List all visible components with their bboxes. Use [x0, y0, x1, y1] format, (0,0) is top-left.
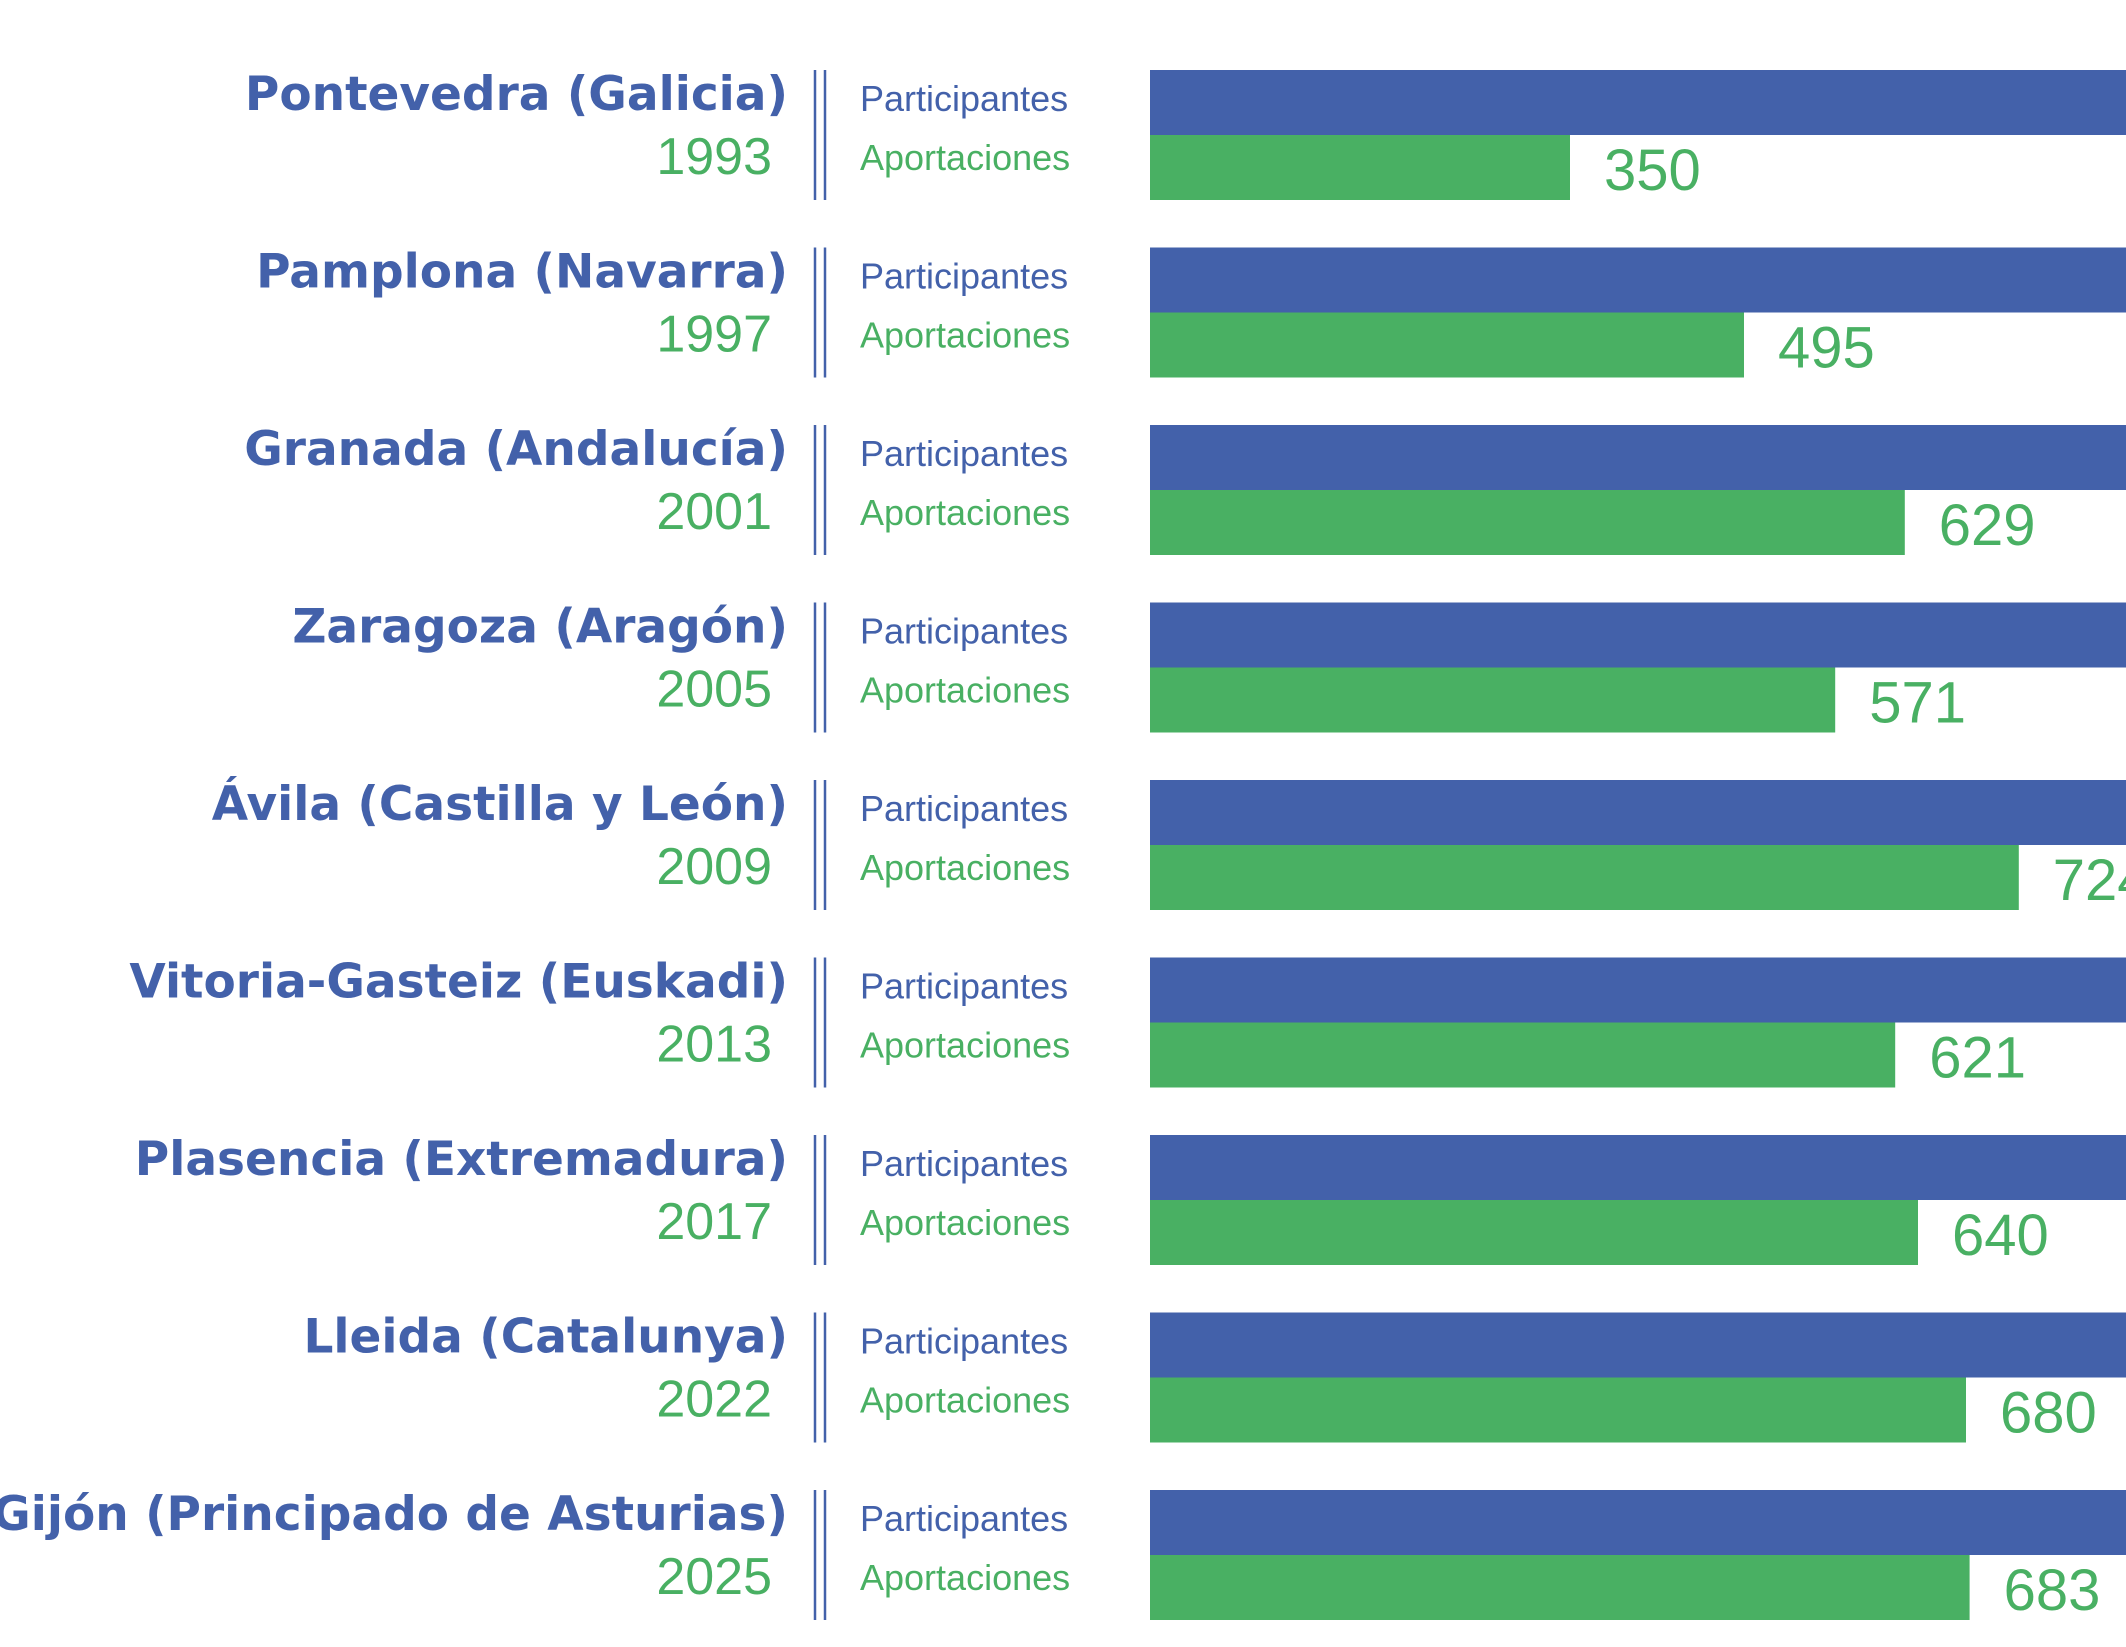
category-label: Pamplona (Navarra) — [256, 245, 788, 300]
category-label: Ávila (Castilla y León) — [212, 777, 788, 832]
year-label: 2022 — [656, 1371, 772, 1429]
year-label: 2001 — [656, 483, 772, 541]
bar-aportaciones — [1150, 1555, 1970, 1620]
value-label-aportaciones: 683 — [2004, 1558, 2101, 1623]
series-label-participantes: Participantes — [860, 78, 1068, 119]
value-label-aportaciones: 495 — [1778, 316, 1875, 381]
series-label-participantes: Participantes — [860, 611, 1068, 652]
bar-participantes — [1150, 1490, 2126, 1555]
bar-aportaciones — [1150, 1377, 1966, 1443]
series-label-aportaciones: Aportaciones — [860, 315, 1070, 356]
series-label-participantes: Participantes — [860, 256, 1068, 297]
year-label: 2005 — [656, 661, 772, 719]
year-label: 1997 — [656, 306, 772, 364]
bar-participantes — [1150, 957, 2126, 1023]
series-label-aportaciones: Aportaciones — [860, 137, 1070, 178]
bar-participantes — [1150, 1135, 2126, 1200]
series-label-aportaciones: Aportaciones — [860, 1025, 1070, 1066]
bar-participantes — [1150, 247, 2126, 313]
series-label-aportaciones: Aportaciones — [860, 492, 1070, 533]
bar-aportaciones — [1150, 667, 1836, 733]
year-label: 2025 — [656, 1548, 772, 1606]
value-label-aportaciones: 629 — [1939, 493, 2036, 558]
series-label-participantes: Participantes — [860, 1321, 1068, 1362]
series-label-participantes: Participantes — [860, 966, 1068, 1007]
bar-aportaciones — [1150, 1022, 1896, 1088]
category-label: Granada (Andalucía) — [244, 422, 788, 477]
bar-aportaciones — [1150, 135, 1570, 200]
bar-participantes — [1150, 70, 2126, 135]
value-label-aportaciones: 350 — [1604, 138, 1701, 203]
bar-participantes — [1150, 780, 2126, 845]
bar-aportaciones — [1150, 312, 1744, 378]
series-label-aportaciones: Aportaciones — [860, 847, 1070, 888]
series-label-participantes: Participantes — [860, 433, 1068, 474]
value-label-aportaciones: 640 — [1952, 1203, 2049, 1268]
category-label: Gijón (Principado de Asturias) — [0, 1487, 788, 1542]
series-label-participantes: Participantes — [860, 1498, 1068, 1539]
series-label-aportaciones: Aportaciones — [860, 1202, 1070, 1243]
category-label: Vitoria-Gasteiz (Euskadi) — [129, 955, 788, 1010]
category-label: Lleida (Catalunya) — [303, 1310, 788, 1365]
value-label-aportaciones: 680 — [2000, 1381, 2097, 1446]
category-label: Plasencia (Extremadura) — [135, 1132, 788, 1187]
series-label-aportaciones: Aportaciones — [860, 670, 1070, 711]
year-label: 1993 — [656, 128, 772, 186]
category-label: Zaragoza (Aragón) — [292, 600, 788, 655]
value-label-aportaciones: 571 — [1869, 671, 1966, 736]
year-label: 2009 — [656, 838, 772, 896]
series-label-participantes: Participantes — [860, 788, 1068, 829]
category-label: Pontevedra (Galicia) — [245, 67, 788, 122]
bar-participantes — [1150, 425, 2126, 490]
year-label: 2017 — [656, 1193, 772, 1251]
bar-aportaciones — [1150, 1200, 1918, 1265]
series-label-aportaciones: Aportaciones — [860, 1380, 1070, 1421]
bar-participantes — [1150, 602, 2126, 668]
value-label-aportaciones: 621 — [1929, 1026, 2026, 1091]
series-label-aportaciones: Aportaciones — [860, 1557, 1070, 1598]
year-label: 2013 — [656, 1016, 772, 1074]
bar-aportaciones — [1150, 490, 1905, 555]
bar-participantes — [1150, 1312, 2126, 1378]
bar-aportaciones — [1150, 845, 2019, 910]
value-label-aportaciones: 724 — [2053, 848, 2126, 913]
series-label-participantes: Participantes — [860, 1143, 1068, 1184]
